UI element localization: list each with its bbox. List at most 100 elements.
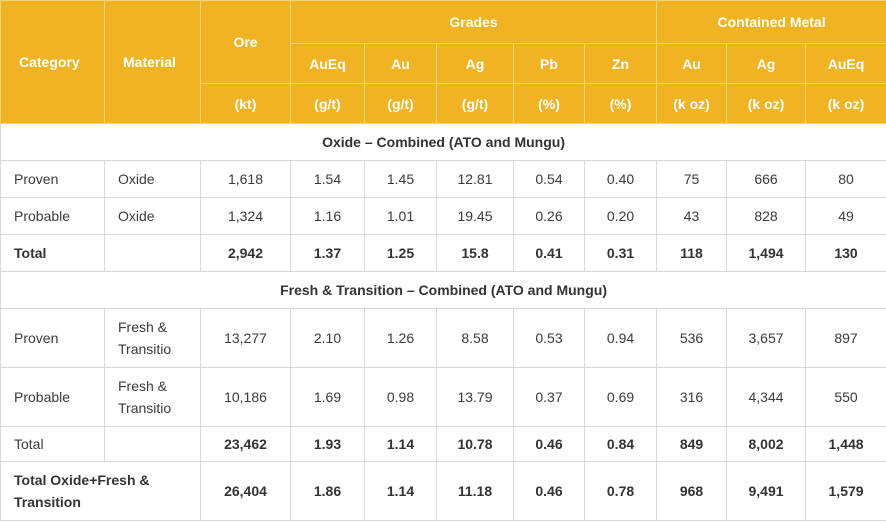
value-cell: 1.54 — [290, 160, 365, 198]
value-cell: 9,491 — [726, 461, 807, 521]
material-cell: Fresh & Transitio — [104, 367, 201, 427]
unit-header: (k oz) — [805, 83, 886, 124]
unit-header: (kt) — [200, 83, 291, 124]
header-row-units: (kt) (g/t) (g/t) (g/t) (%) (%) (k oz) (k… — [1, 83, 886, 124]
value-cell: 1.45 — [364, 160, 437, 198]
value-cell: 2,942 — [200, 234, 291, 272]
col-material-header: Material — [104, 0, 201, 124]
value-cell: 0.98 — [364, 367, 437, 427]
value-cell: 13,277 — [200, 308, 291, 368]
value-cell: 11.18 — [436, 461, 514, 521]
value-cell: 666 — [726, 160, 807, 198]
col-ore-header: Ore — [200, 0, 291, 84]
value-cell: 1.69 — [290, 367, 365, 427]
value-cell: 1.25 — [364, 234, 437, 272]
value-cell: 1,494 — [726, 234, 807, 272]
value-cell: 23,462 — [200, 426, 291, 462]
section-title: Oxide – Combined (ATO and Mungu) — [0, 123, 886, 161]
value-cell: 8,002 — [726, 426, 807, 462]
material-cell: Oxide — [104, 197, 201, 235]
value-cell: 536 — [656, 308, 728, 368]
value-cell: 0.69 — [583, 367, 658, 427]
contained-metal-header: Contained Metal — [656, 0, 886, 44]
section-title-row: Oxide – Combined (ATO and Mungu) — [0, 123, 886, 161]
value-cell: 1.37 — [290, 234, 365, 272]
value-cell: 12.81 — [436, 160, 514, 198]
value-cell: 26,404 — [200, 461, 291, 521]
col-sub-header: AuEq — [290, 43, 365, 84]
value-cell: 849 — [656, 426, 728, 462]
section-title-row: Fresh & Transition – Combined (ATO and M… — [0, 271, 886, 309]
value-cell: 75 — [656, 160, 728, 198]
value-cell: 1.26 — [364, 308, 437, 368]
value-cell: 80 — [805, 160, 886, 198]
header-row-2: AuEq Au Ag Pb Zn Au Ag AuEq — [1, 43, 886, 84]
value-cell: 897 — [805, 308, 886, 368]
unit-header: (g/t) — [364, 83, 437, 124]
material-cell: Oxide — [104, 160, 201, 198]
col-sub-header: Ag — [726, 43, 807, 84]
value-cell: 1,618 — [200, 160, 291, 198]
value-cell: 0.46 — [513, 461, 585, 521]
value-cell: 49 — [805, 197, 886, 235]
unit-header: (k oz) — [656, 83, 728, 124]
value-cell: 13.79 — [436, 367, 514, 427]
value-cell: 0.20 — [583, 197, 658, 235]
value-cell: 130 — [805, 234, 886, 272]
value-cell: 1,324 — [200, 197, 291, 235]
value-cell: 1.16 — [290, 197, 365, 235]
value-cell: 0.40 — [583, 160, 658, 198]
value-cell: 1.01 — [364, 197, 437, 235]
value-cell: 0.41 — [513, 234, 585, 272]
category-cell: Probable — [0, 367, 105, 427]
material-cell: Fresh & Transitio — [104, 308, 201, 368]
value-cell: 1.93 — [290, 426, 365, 462]
total-row: Total 2,942 1.37 1.25 15.8 0.41 0.31 118… — [0, 234, 886, 272]
col-sub-header: Zn — [583, 43, 658, 84]
category-cell: Probable — [0, 197, 105, 235]
value-cell: 8.58 — [436, 308, 514, 368]
value-cell: 550 — [805, 367, 886, 427]
material-cell — [104, 234, 201, 272]
unit-header: (k oz) — [726, 83, 807, 124]
table-row: Probable Fresh & Transitio 10,186 1.69 0… — [0, 367, 886, 427]
col-sub-header: Au — [656, 43, 728, 84]
value-cell: 15.8 — [436, 234, 514, 272]
col-sub-header: AuEq — [805, 43, 886, 84]
value-cell: 0.37 — [513, 367, 585, 427]
col-sub-header: Ag — [436, 43, 514, 84]
value-cell: 1,448 — [805, 426, 886, 462]
category-cell: Proven — [0, 308, 105, 368]
value-cell: 0.26 — [513, 197, 585, 235]
unit-header: (%) — [513, 83, 585, 124]
value-cell: 19.45 — [436, 197, 514, 235]
unit-header: (%) — [583, 83, 658, 124]
value-cell: 828 — [726, 197, 807, 235]
value-cell: 968 — [656, 461, 728, 521]
section-title: Fresh & Transition – Combined (ATO and M… — [0, 271, 886, 309]
table-row: Proven Fresh & Transitio 13,277 2.10 1.2… — [0, 308, 886, 368]
col-category-header: Category — [0, 0, 105, 124]
grades-header: Grades — [289, 0, 658, 44]
value-cell: 4,344 — [726, 367, 807, 427]
value-cell: 43 — [656, 197, 728, 235]
grand-total-row: Total Oxide+Fresh & Transition 26,404 1.… — [0, 461, 886, 521]
value-cell: 0.53 — [513, 308, 585, 368]
value-cell: 1,579 — [805, 461, 886, 521]
value-cell: 316 — [656, 367, 728, 427]
value-cell: 0.78 — [583, 461, 658, 521]
value-cell: 0.46 — [513, 426, 585, 462]
category-cell: Total — [0, 234, 105, 272]
unit-header: (g/t) — [290, 83, 365, 124]
value-cell: 0.31 — [583, 234, 658, 272]
unit-header: (g/t) — [436, 83, 514, 124]
value-cell: 0.54 — [513, 160, 585, 198]
value-cell: 1.14 — [364, 461, 437, 521]
value-cell: 3,657 — [726, 308, 807, 368]
table-row: Probable Oxide 1,324 1.16 1.01 19.45 0.2… — [0, 197, 886, 235]
value-cell: 0.94 — [583, 308, 658, 368]
value-cell: 0.84 — [583, 426, 658, 462]
value-cell: 2.10 — [290, 308, 365, 368]
value-cell: 10.78 — [436, 426, 514, 462]
col-sub-header: Au — [364, 43, 437, 84]
